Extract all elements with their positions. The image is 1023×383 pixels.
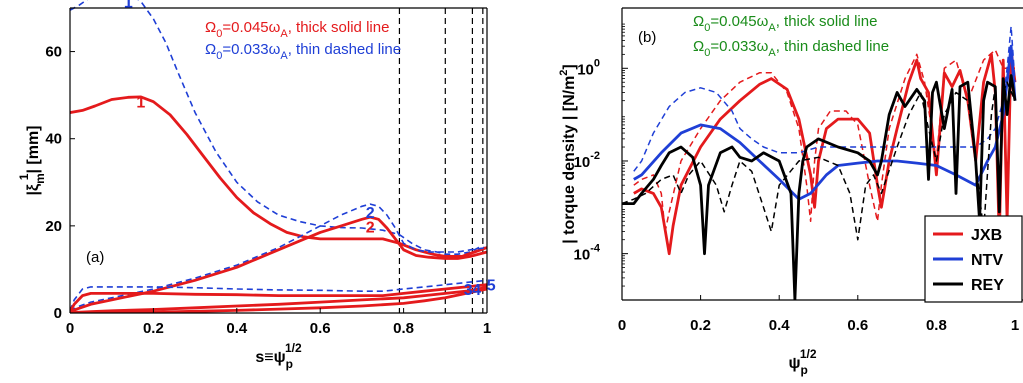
annotation-desc-b: , thick solid line xyxy=(776,13,878,30)
series-line-b-3 xyxy=(633,25,1016,172)
x-axis-label-b: ψp 1/2 xyxy=(788,347,816,377)
annotation-sub2: A xyxy=(280,50,288,62)
mode-number-label: 1 xyxy=(136,95,145,112)
annotation-desc: , thick solid line xyxy=(288,19,390,36)
y-tick-base: 10 xyxy=(574,154,591,171)
x-tick-label: 1 xyxy=(483,320,491,337)
mode-number-label: 4 xyxy=(472,282,481,299)
y-tick-label: 0 xyxy=(54,305,62,322)
annotation-sub: 0 xyxy=(216,50,222,62)
y-tick-label-b: 100 xyxy=(577,57,600,78)
y-label-sup: 1 xyxy=(17,173,31,180)
y-tick-label: 60 xyxy=(45,44,62,61)
series-line-a-6 xyxy=(70,285,488,313)
y-tick-exponent: -2 xyxy=(590,150,600,162)
annotation-symbol: Ω xyxy=(205,19,216,36)
series-line-a-1 xyxy=(70,95,488,258)
mode-number-label: 2 xyxy=(366,205,375,222)
x-tick-label-b: 0 xyxy=(618,317,626,334)
y-label-main-b: | torque density | [N/m xyxy=(561,76,578,244)
x-tick-label-b: 0.6 xyxy=(847,317,868,334)
annotation-sub-b: 0 xyxy=(704,22,710,34)
legend-entry-label: REY xyxy=(971,277,1004,294)
mode-number-label: 1 xyxy=(124,0,133,11)
series-line-a-4 xyxy=(70,279,488,312)
annotation-sub2-b: A xyxy=(768,22,776,34)
y-axis-label: |ξm1| [mm] xyxy=(17,126,47,196)
series-line-b-4 xyxy=(622,74,1017,300)
annotation-symbol-b: Ω xyxy=(693,13,704,30)
y-label-end: | [mm] xyxy=(25,126,42,174)
x-label-main-b: ψ xyxy=(788,355,800,372)
y-label-main: |ξ xyxy=(25,183,42,195)
annotation-desc: , thin dashed line xyxy=(288,41,401,58)
annotation-desc-b: , thin dashed line xyxy=(776,38,889,55)
legend-entry-label: NTV xyxy=(971,252,1003,269)
x-label-sub-b: p xyxy=(801,363,808,377)
annotation-value-b: =0.033ω xyxy=(710,38,768,55)
y-label-end-b: ] xyxy=(561,64,578,69)
series-line-b-2 xyxy=(633,44,1017,201)
annotation-symbol-b: Ω xyxy=(693,38,704,55)
y-tick-label-b: 10-2 xyxy=(574,150,600,171)
y-tick-label-b: 10-4 xyxy=(574,243,601,264)
series-line-a-3 xyxy=(70,215,488,313)
y-tick-base: 10 xyxy=(577,61,594,78)
legend-annotation-b: Ω0=0.045ωA, thick solid line xyxy=(693,13,877,34)
x-tick-label: 0 xyxy=(66,320,74,337)
x-tick-label: 0.6 xyxy=(310,320,331,337)
y-tick-exponent: 0 xyxy=(594,57,600,69)
y-tick-exponent: -4 xyxy=(590,243,601,255)
x-label-sup: 1/2 xyxy=(285,341,302,355)
panel-label: (a) xyxy=(86,249,104,266)
x-tick-label: 0.2 xyxy=(143,320,164,337)
x-label-main: s≡ψ xyxy=(255,349,285,366)
x-tick-label-b: 0.8 xyxy=(926,317,947,334)
annotation-value: =0.045ω xyxy=(222,19,280,36)
annotation-sub2-b: A xyxy=(768,47,776,59)
annotation-value-b: =0.045ω xyxy=(710,13,768,30)
x-label-sup-b: 1/2 xyxy=(800,347,817,361)
y-tick-label: 40 xyxy=(45,131,62,148)
y-label-sup-b: 2 xyxy=(558,70,570,76)
legend-annotation: Ω0=0.045ωA, thick solid line xyxy=(205,19,389,40)
x-tick-label: 0.8 xyxy=(393,320,414,337)
x-tick-label-b: 0.4 xyxy=(769,317,791,334)
annotation-sub-b: 0 xyxy=(704,47,710,59)
annotation-sub: 0 xyxy=(216,28,222,40)
x-tick-label-b: 1 xyxy=(1011,317,1019,334)
series-line-b-5 xyxy=(622,81,1016,241)
y-label-sub: m xyxy=(33,173,47,184)
x-tick-label-b: 0.2 xyxy=(690,317,711,334)
x-axis-label: s≡ψp 1/2 xyxy=(255,341,302,371)
series-line-b-1 xyxy=(633,49,1015,233)
series-group-b xyxy=(622,25,1017,300)
legend-annotation-b: Ω0=0.033ωA, thin dashed line xyxy=(693,38,889,59)
annotation-value: =0.033ω xyxy=(222,41,280,58)
annotation-sub2: A xyxy=(280,28,288,40)
y-tick-label: 20 xyxy=(45,218,62,235)
series-line-a-2 xyxy=(70,203,488,312)
mode-number-label: 2 xyxy=(366,220,375,237)
panel-label-b: (b) xyxy=(638,29,656,46)
series-line-a-0 xyxy=(70,0,487,255)
annotation-symbol: Ω xyxy=(205,41,216,58)
mode-number-label: 5 xyxy=(487,278,496,295)
series-line-a-5 xyxy=(70,283,488,313)
y-axis-label-b: | torque density | [N/m2] xyxy=(558,64,578,244)
mode-number-label: 3 xyxy=(464,282,473,299)
x-tick-label: 0.4 xyxy=(226,320,248,337)
legend-entry-label: JXB xyxy=(971,227,1002,244)
x-label-sub: p xyxy=(286,357,293,371)
y-tick-base: 10 xyxy=(574,247,591,264)
legend-annotation: Ω0=0.033ωA, thin dashed line xyxy=(205,41,401,62)
